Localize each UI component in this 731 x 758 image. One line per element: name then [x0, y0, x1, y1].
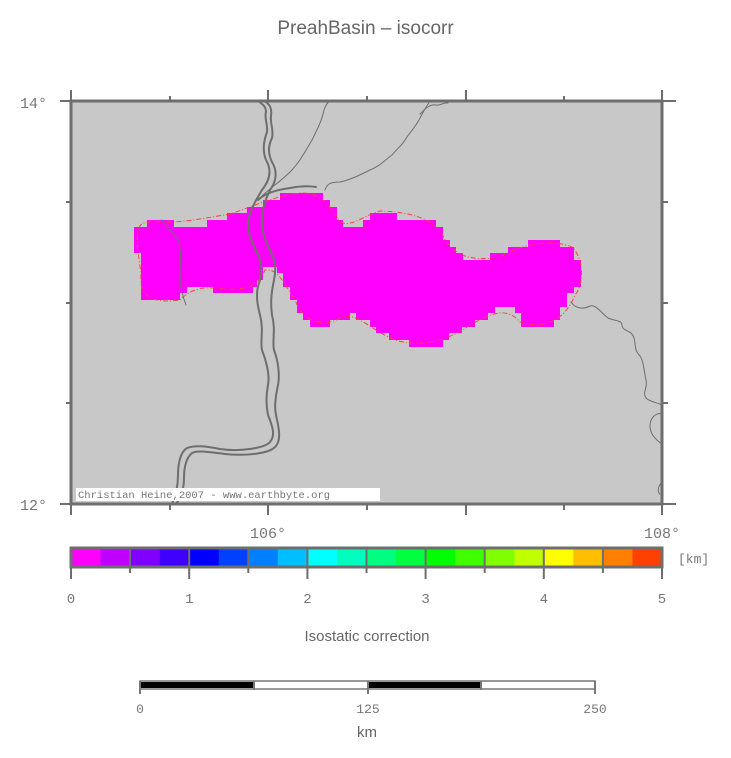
colorbar — [71, 549, 663, 566]
colorbar-cell — [130, 549, 161, 566]
colorbar-tick-label: 3 — [421, 592, 429, 608]
map-title: PreahBasin – isocorr — [277, 18, 454, 39]
sekong-river-upper — [261, 100, 331, 197]
sekong-river — [257, 185, 317, 201]
colorbar-cell — [189, 549, 220, 566]
colorbar-cell — [159, 549, 190, 566]
scale-bar — [139, 680, 596, 694]
basin-anomaly-region — [134, 193, 581, 347]
colorbar-cell — [455, 549, 486, 566]
srepok-river-north — [324, 100, 431, 191]
colorbar-cell — [514, 549, 545, 566]
colorbar-unit-label: [km] — [678, 552, 709, 567]
colorbar-tick-labels: 0 1 2 3 4 5 — [67, 592, 666, 608]
scale-label-125: 125 — [356, 702, 379, 717]
colorbar-cell — [484, 549, 515, 566]
lon-label-106: 106° — [250, 526, 286, 543]
colorbar-cell — [277, 549, 308, 566]
rivers — [161, 100, 663, 505]
bottom-axis-ticks — [70, 504, 663, 515]
colorbar-tick-label: 1 — [185, 592, 193, 608]
colorbar-cell — [100, 549, 131, 566]
colorbar-tick-label: 5 — [658, 592, 666, 608]
scale-label-0: 0 — [136, 702, 144, 717]
colorbar-tick-label: 2 — [303, 592, 311, 608]
lat-label-12: 12° — [20, 498, 47, 515]
colorbar-tick-label: 4 — [540, 592, 548, 608]
mekong-river-east-bank — [175, 100, 281, 505]
river-top-squiggle — [419, 102, 449, 115]
tributary-west — [161, 219, 187, 306]
scale-label-250: 250 — [583, 702, 606, 717]
scale-unit: km — [357, 724, 377, 741]
top-axis-ticks — [70, 90, 663, 101]
colorbar-cell — [632, 549, 663, 566]
left-axis-ticks — [60, 100, 71, 505]
river-east-loop — [649, 413, 663, 445]
lat-label-14: 14° — [20, 96, 47, 113]
colorbar-cell — [573, 549, 604, 566]
colorbar-cell — [396, 549, 427, 566]
colorbar-cell — [248, 549, 279, 566]
mekong-river-west-bank — [171, 100, 275, 505]
colorbar-cell — [218, 549, 249, 566]
colorbar-ticks — [70, 548, 663, 579]
colorbar-title: Isostatic correction — [304, 628, 429, 645]
colorbar-cell — [602, 549, 633, 566]
colorbar-cell — [71, 549, 102, 566]
colorbar-cell — [307, 549, 338, 566]
colorbar-cell — [366, 549, 397, 566]
colorbar-cell — [336, 549, 367, 566]
colorbar-cell — [543, 549, 574, 566]
credit-background — [76, 488, 380, 501]
credit-text: Christian Heine,2007 - www.earthbyte.org — [78, 490, 330, 502]
right-axis-ticks — [662, 100, 676, 505]
lon-label-108: 108° — [644, 526, 680, 543]
colorbar-cell — [425, 549, 456, 566]
colorbar-tick-label: 0 — [67, 592, 75, 608]
srepok-river-south — [570, 301, 663, 406]
